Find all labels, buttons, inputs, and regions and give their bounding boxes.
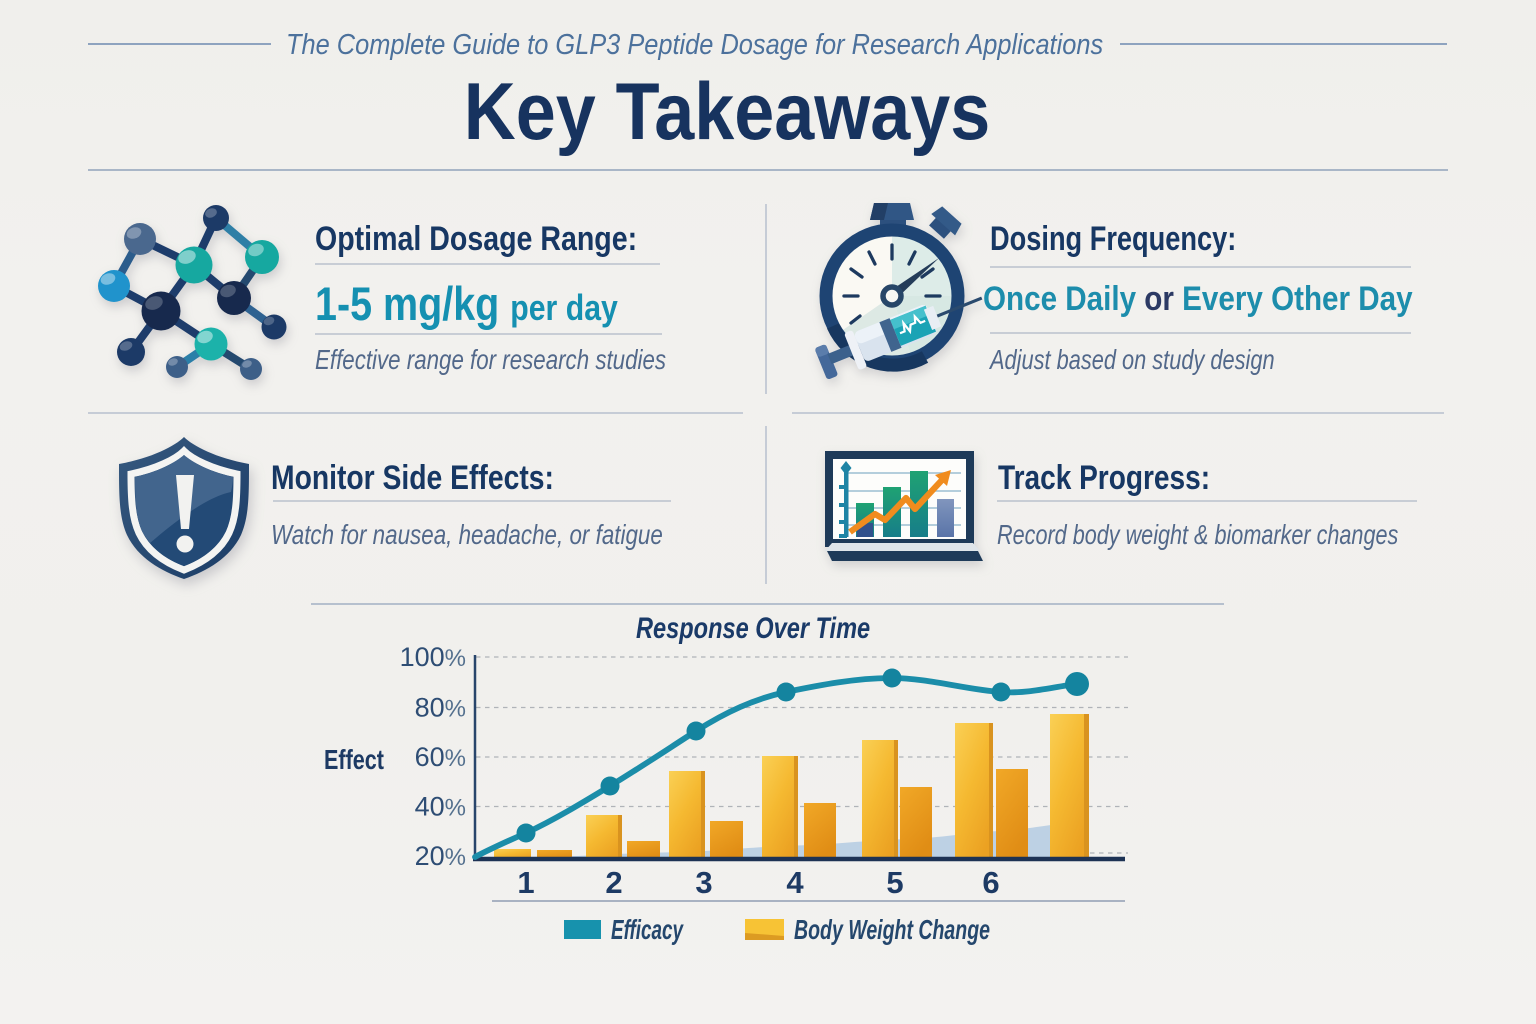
svg-text:60%: 60% xyxy=(415,742,466,772)
svg-text:80%: 80% xyxy=(415,693,466,723)
svg-text:6: 6 xyxy=(982,865,999,900)
svg-text:40%: 40% xyxy=(415,792,466,822)
svg-text:Body Weight Change: Body Weight Change xyxy=(794,914,990,945)
svg-text:1: 1 xyxy=(517,865,534,900)
svg-text:4: 4 xyxy=(786,865,804,900)
svg-text:100%: 100% xyxy=(400,642,466,672)
svg-text:Efficacy: Efficacy xyxy=(611,914,684,945)
svg-text:5: 5 xyxy=(886,865,903,900)
svg-text:20%: 20% xyxy=(415,841,466,871)
svg-text:3: 3 xyxy=(695,865,712,900)
svg-text:Effect: Effect xyxy=(324,744,384,775)
svg-text:2: 2 xyxy=(605,865,622,900)
